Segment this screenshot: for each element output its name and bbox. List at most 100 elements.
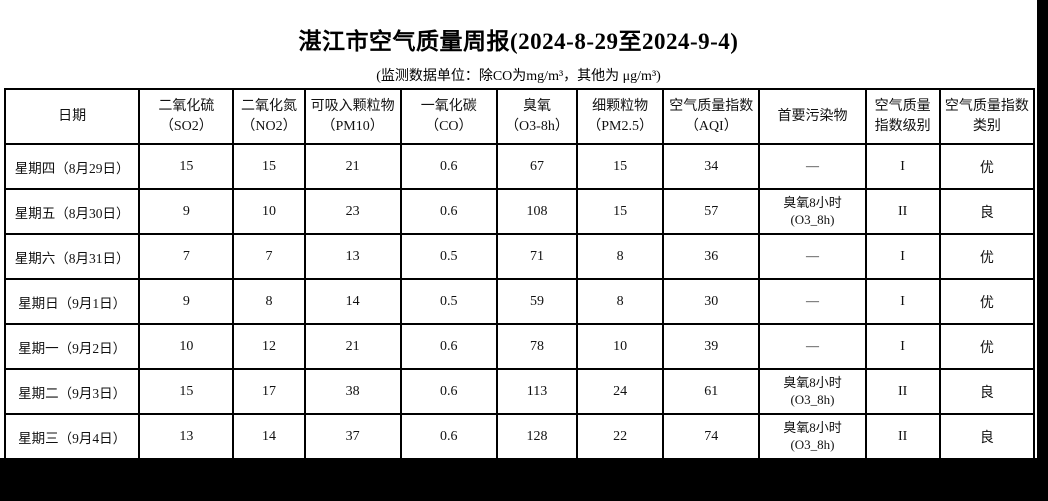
cell-pm25: 15 <box>576 188 665 235</box>
table-row: 星期三（9月4日） 13 14 37 0.6 128 22 74 臭氧8小时 (O… <box>3 413 1036 460</box>
table-row: 星期五（8月30日） 9 10 23 0.6 108 15 57 臭氧8小时 (O… <box>3 188 1036 235</box>
header-line: 日期 <box>58 108 87 124</box>
cell-date: 星期五（8月30日） <box>3 188 141 235</box>
cell-aqi: 34 <box>662 143 761 190</box>
cell-so2: 15 <box>138 368 235 415</box>
header-aqi-level: 空气质量 指数级别 <box>864 88 941 145</box>
cell-pm25: 8 <box>576 278 665 325</box>
cell-o3: 128 <box>495 413 579 460</box>
header-line: （CO） <box>425 118 473 134</box>
table-row: 星期日（9月1日） 9 8 14 0.5 59 8 30 — I 优 <box>3 278 1036 325</box>
header-co: 一氧化碳 （CO） <box>399 88 498 145</box>
header-line: （SO2） <box>159 118 213 134</box>
cell-so2: 9 <box>138 188 235 235</box>
header-aqi: 空气质量指数 （AQI） <box>662 88 761 145</box>
cell-aqi-category: 优 <box>938 143 1036 190</box>
cell-aqi: 39 <box>662 323 761 370</box>
cell-aqi: 36 <box>662 233 761 280</box>
cell-date: 星期四（8月29日） <box>3 143 141 190</box>
cell-o3: 108 <box>495 188 579 235</box>
cell-aqi-category: 优 <box>938 323 1036 370</box>
report-page: 湛江市空气质量周报(2024-8-29至2024-9-4) (监测数据单位：除C… <box>0 0 1037 460</box>
pollutant-line: (O3_8h) <box>790 211 835 227</box>
cell-primary-pollutant: — <box>758 278 867 325</box>
pollutant-line: (O3_8h) <box>790 391 835 407</box>
cell-aqi-level: II <box>864 368 941 415</box>
header-line: 细颗粒物 <box>592 98 649 114</box>
cell-no2: 10 <box>232 188 306 235</box>
header-aqi-category: 空气质量指数 类别 <box>938 88 1036 145</box>
cell-co: 0.6 <box>399 188 498 235</box>
header-line: 可吸入颗粒物 <box>310 98 395 114</box>
header-date: 日期 <box>3 88 141 145</box>
cell-aqi-category: 优 <box>938 233 1036 280</box>
cell-aqi: 30 <box>662 278 761 325</box>
header-line: 一氧化碳 <box>420 98 477 114</box>
cell-date: 星期三（9月4日） <box>3 413 141 460</box>
cell-o3: 113 <box>495 368 579 415</box>
pollutant-line: — <box>805 293 819 309</box>
header-line: （AQI） <box>684 118 738 134</box>
table-row: 星期六（8月31日） 7 7 13 0.5 71 8 36 — I 优 <box>3 233 1036 280</box>
cell-so2: 9 <box>138 278 235 325</box>
cell-primary-pollutant: — <box>758 143 867 190</box>
cell-no2: 7 <box>232 233 306 280</box>
cell-pm10: 38 <box>303 368 402 415</box>
cell-date: 星期六（8月31日） <box>3 233 141 280</box>
cell-date: 星期二（9月3日） <box>3 368 141 415</box>
header-line: 二氧化氮 <box>240 98 297 114</box>
header-so2: 二氧化硫 （SO2） <box>138 88 235 145</box>
cell-primary-pollutant: — <box>758 233 867 280</box>
cell-aqi: 74 <box>662 413 761 460</box>
cell-aqi-level: II <box>864 188 941 235</box>
cell-aqi: 57 <box>662 188 761 235</box>
cell-no2: 15 <box>232 143 306 190</box>
cell-so2: 13 <box>138 413 235 460</box>
header-line: 类别 <box>972 118 1001 134</box>
header-line: （NO2） <box>241 118 297 134</box>
header-line: 指数级别 <box>874 118 931 134</box>
cell-aqi-level: I <box>864 143 941 190</box>
cell-o3: 67 <box>495 143 579 190</box>
cell-aqi-level: I <box>864 323 941 370</box>
cell-co: 0.6 <box>399 323 498 370</box>
cell-primary-pollutant: — <box>758 323 867 370</box>
cell-aqi-level: II <box>864 413 941 460</box>
cell-pm25: 10 <box>576 323 665 370</box>
table-row: 星期二（9月3日） 15 17 38 0.6 113 24 61 臭氧8小时 (O… <box>3 368 1036 415</box>
cell-aqi-category: 良 <box>938 413 1036 460</box>
cell-so2: 7 <box>138 233 235 280</box>
cell-aqi-level: I <box>864 278 941 325</box>
cell-so2: 15 <box>138 143 235 190</box>
cell-co: 0.6 <box>399 413 498 460</box>
header-line: （PM10） <box>321 118 384 134</box>
cell-so2: 10 <box>138 323 235 370</box>
header-line: （O3-8h） <box>505 118 569 134</box>
header-line: 空气质量 <box>874 98 931 114</box>
report-subtitle: (监测数据单位：除CO为mg/m³，其他为 μg/m³) <box>376 69 661 84</box>
header-line: 臭氧 <box>522 98 551 114</box>
cell-primary-pollutant: 臭氧8小时 (O3_8h) <box>758 413 867 460</box>
pollutant-line: 臭氧8小时 <box>783 419 842 435</box>
cell-pm25: 15 <box>576 143 665 190</box>
cell-pm10: 21 <box>303 143 402 190</box>
cell-aqi-category: 良 <box>938 368 1036 415</box>
cell-pm10: 37 <box>303 413 402 460</box>
cell-aqi-category: 良 <box>938 188 1036 235</box>
cell-aqi-level: I <box>864 233 941 280</box>
cell-date: 星期日（9月1日） <box>3 278 141 325</box>
cell-no2: 12 <box>232 323 306 370</box>
cell-pm10: 14 <box>303 278 402 325</box>
pollutant-line: 臭氧8小时 <box>783 374 842 390</box>
air-quality-table: 日期 二氧化硫 （SO2） 二氧化氮 （NO2） 可吸入颗粒物 （PM10） 一氧化碳… <box>3 88 1036 460</box>
header-pm10: 可吸入颗粒物 （PM10） <box>303 88 402 145</box>
header-o3: 臭氧 （O3-8h） <box>495 88 579 145</box>
cell-no2: 14 <box>232 413 306 460</box>
pollutant-line: — <box>805 338 819 354</box>
cell-aqi: 61 <box>662 368 761 415</box>
cell-co: 0.6 <box>399 368 498 415</box>
cell-pm25: 24 <box>576 368 665 415</box>
table-row: 星期一（9月2日） 10 12 21 0.6 78 10 39 — I 优 <box>3 323 1036 370</box>
cell-pm10: 13 <box>303 233 402 280</box>
